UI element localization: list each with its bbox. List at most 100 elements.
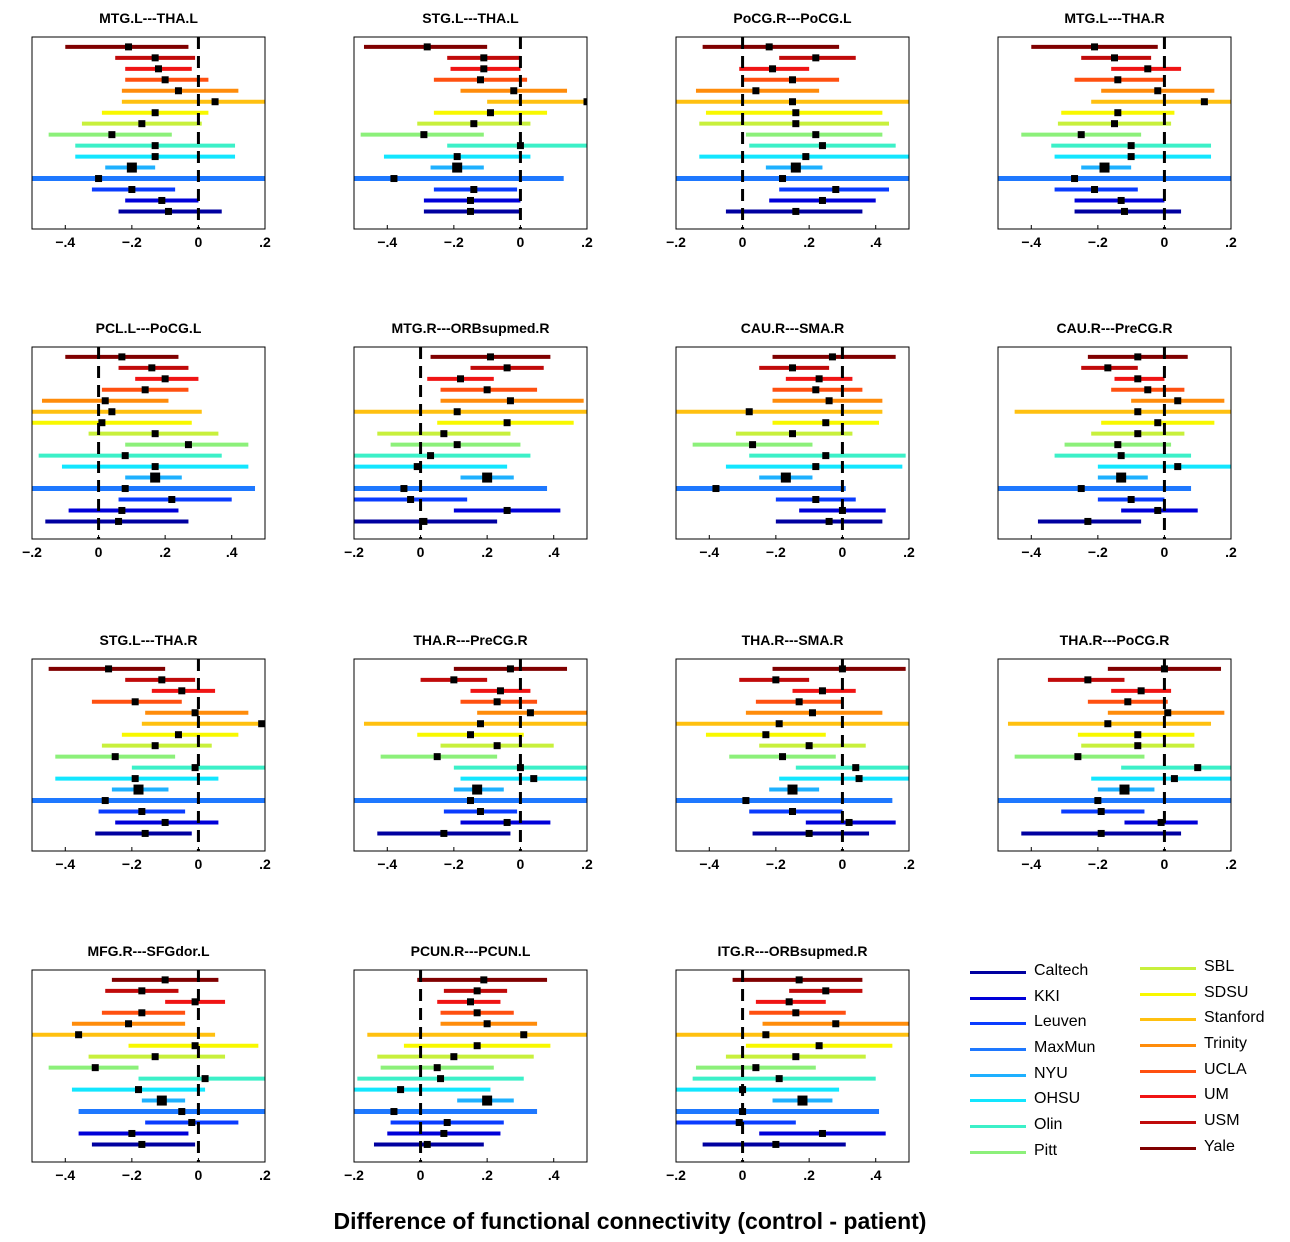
x-tick-label: 0 [195, 856, 203, 872]
panel-title: MTG.L---THA.L [99, 10, 198, 26]
estimate-marker-kki [845, 818, 853, 826]
x-tick-label: 0 [195, 1167, 203, 1183]
legend-label: OHSU [1034, 1090, 1081, 1108]
estimate-marker-leuven [476, 808, 484, 816]
estimate-marker-usm [1104, 364, 1112, 372]
panel-7: CAU.R---SMA.R −.4 −.2 0 .2 [675, 320, 915, 560]
estimate-marker-caltech [467, 207, 474, 215]
estimate-marker-leuven [138, 808, 146, 816]
panel-title: STG.L---THA.R [100, 632, 198, 648]
estimate-marker-sbl [805, 742, 813, 750]
estimate-marker-leuven [1127, 496, 1135, 504]
estimate-marker-nyu [472, 784, 483, 795]
estimate-marker-caltech [440, 829, 448, 837]
estimate-marker-ucla [138, 1009, 146, 1017]
estimate-marker-leuven [168, 496, 176, 504]
estimate-marker-nyu [787, 784, 798, 795]
estimate-marker-nyu [797, 1095, 808, 1106]
estimate-marker-sdsu [467, 731, 474, 739]
estimate-marker-leuven [407, 496, 415, 504]
estimate-marker-olin [201, 1075, 209, 1083]
estimate-marker-yale [765, 43, 773, 51]
estimate-marker-nyu [150, 472, 161, 483]
estimate-marker-nyu [790, 162, 801, 173]
axes-frame [31, 969, 266, 1163]
estimate-marker-nyu [780, 472, 791, 483]
x-tick-label: 0 [1161, 856, 1169, 872]
x-tick-label: 0 [517, 856, 525, 872]
estimate-marker-ohsu [413, 463, 421, 471]
estimate-marker-olin [1127, 142, 1135, 150]
legend-label: NYU [1034, 1064, 1068, 1082]
x-tick-label: 0 [417, 1167, 425, 1183]
x-tick-label: −.2 [666, 1167, 686, 1183]
estimate-marker-sdsu [822, 419, 830, 427]
estimate-marker-usm [473, 987, 481, 995]
estimate-marker-trinity [191, 709, 199, 717]
estimate-marker-trinity [825, 397, 833, 405]
panel-title: CAU.R---PreCG.R [1057, 320, 1173, 336]
estimate-marker-um [818, 687, 826, 695]
estimate-marker-sbl [1134, 430, 1142, 438]
panel-title: CAU.R---SMA.R [741, 320, 844, 336]
estimate-marker-yale [828, 353, 836, 361]
estimate-marker-usm [812, 54, 820, 62]
legend-swatch [970, 1125, 1026, 1129]
estimate-marker-yale [1091, 43, 1099, 51]
estimate-marker-usm [480, 54, 488, 62]
axes-frame [31, 658, 266, 852]
panel-1: MTG.L---THA.L −.4 −.2 0 .2 [31, 10, 271, 250]
estimate-marker-leuven [128, 186, 136, 194]
estimate-marker-usm [772, 676, 780, 684]
estimate-marker-ohsu [855, 775, 863, 783]
legend-swatch [970, 996, 1026, 1000]
estimate-marker-olin [437, 1075, 445, 1083]
estimate-marker-ohsu [151, 463, 159, 471]
legend-label: SDSU [1204, 983, 1249, 1001]
panel-8: CAU.R---PreCG.R −.4 −.2 0 .2 [997, 320, 1237, 560]
estimate-marker-kki [818, 1129, 826, 1137]
x-tick-label: .2 [803, 1167, 815, 1183]
panel-4: MTG.L---THA.R −.4 −.2 0 .2 [997, 10, 1237, 250]
estimate-marker-ucla [493, 698, 501, 706]
estimate-marker-pitt [752, 1064, 760, 1072]
x-tick-label: −.4 [699, 856, 719, 872]
legend-swatch [970, 971, 1026, 974]
estimate-marker-stanford [75, 1031, 83, 1039]
estimate-marker-olin [516, 764, 524, 772]
estimate-marker-sbl [151, 742, 159, 750]
x-tick-label: 0 [739, 234, 747, 250]
estimate-marker-ucla [483, 386, 491, 394]
estimate-marker-um [191, 998, 199, 1006]
estimate-marker-pitt [453, 441, 461, 449]
legend-label: MaxMun [1034, 1039, 1096, 1057]
estimate-marker-maxmun [1077, 485, 1085, 493]
estimate-marker-sbl [450, 1053, 458, 1061]
estimate-marker-yale [125, 43, 133, 51]
estimate-marker-trinity [483, 1020, 491, 1028]
estimate-marker-stanford [789, 98, 796, 106]
estimate-marker-nyu [133, 784, 144, 795]
legend-label: Caltech [1034, 962, 1089, 979]
estimate-marker-usm [503, 364, 511, 372]
estimate-marker-nyu [1099, 162, 1110, 173]
panel-15: ITG.R---ORBsupmed.R −.2 0 .2 .4 [666, 943, 910, 1183]
estimate-marker-caltech [1084, 517, 1092, 525]
estimate-marker-kki [503, 818, 511, 826]
x-tick-label: .2 [481, 1167, 493, 1183]
estimate-marker-stanford [1200, 98, 1208, 106]
estimate-marker-nyu [1119, 784, 1130, 795]
legend-label: Pitt [1034, 1141, 1058, 1159]
estimate-marker-sdsu [503, 419, 511, 427]
estimate-marker-kki [440, 1129, 448, 1137]
estimate-marker-caltech [138, 1140, 146, 1148]
estimate-marker-yale [105, 665, 113, 673]
x-tick-label: −.2 [122, 856, 142, 872]
estimate-marker-ohsu [1174, 463, 1182, 471]
estimate-marker-yale [423, 43, 431, 51]
legend-label: Olin [1034, 1116, 1063, 1134]
estimate-marker-stanford [476, 720, 484, 728]
estimate-marker-nyu [452, 162, 463, 173]
estimate-marker-stanford [1104, 720, 1112, 728]
